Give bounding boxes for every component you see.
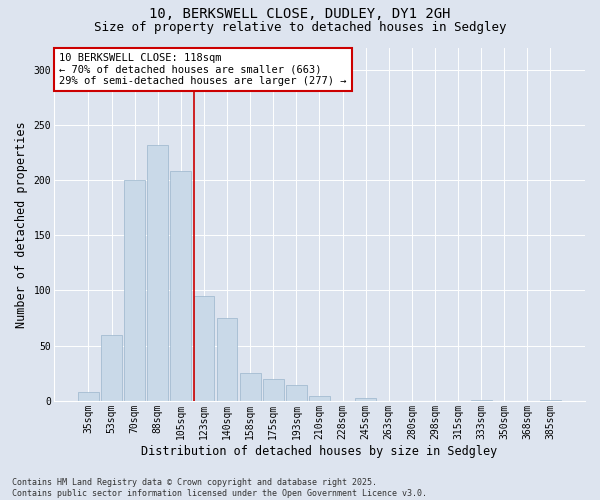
Text: 10, BERKSWELL CLOSE, DUDLEY, DY1 2GH: 10, BERKSWELL CLOSE, DUDLEY, DY1 2GH bbox=[149, 8, 451, 22]
Bar bbox=[309, 396, 330, 401]
Text: Contains HM Land Registry data © Crown copyright and database right 2025.
Contai: Contains HM Land Registry data © Crown c… bbox=[12, 478, 427, 498]
Bar bbox=[194, 296, 214, 401]
Bar bbox=[540, 400, 561, 401]
Bar bbox=[148, 144, 168, 401]
Bar bbox=[124, 180, 145, 401]
Bar bbox=[101, 334, 122, 401]
Text: 10 BERKSWELL CLOSE: 118sqm
← 70% of detached houses are smaller (663)
29% of sem: 10 BERKSWELL CLOSE: 118sqm ← 70% of deta… bbox=[59, 53, 347, 86]
Bar bbox=[78, 392, 99, 401]
Bar bbox=[263, 379, 284, 401]
X-axis label: Distribution of detached houses by size in Sedgley: Distribution of detached houses by size … bbox=[142, 444, 497, 458]
Bar bbox=[286, 386, 307, 401]
Bar bbox=[217, 318, 238, 401]
Bar bbox=[240, 374, 260, 401]
Y-axis label: Number of detached properties: Number of detached properties bbox=[15, 121, 28, 328]
Bar bbox=[471, 400, 491, 401]
Bar bbox=[170, 171, 191, 401]
Text: Size of property relative to detached houses in Sedgley: Size of property relative to detached ho… bbox=[94, 21, 506, 34]
Bar bbox=[355, 398, 376, 401]
